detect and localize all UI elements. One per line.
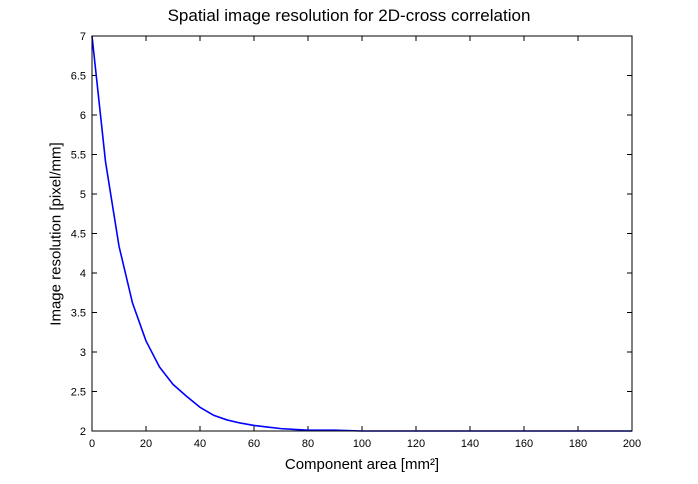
x-tick-label: 120 [407, 438, 425, 450]
y-tick-label: 2.5 [71, 387, 86, 399]
x-tick-label: 100 [353, 438, 371, 450]
y-tick-label: 3 [80, 347, 86, 359]
x-tick-label: 200 [623, 438, 641, 450]
plot-frame [91, 35, 633, 432]
x-tick-label: 40 [194, 438, 206, 450]
y-tick-label: 5 [80, 189, 86, 201]
x-tick-label: 80 [302, 438, 314, 450]
y-tick-label: 4 [80, 268, 86, 280]
y-tick-label: 3.5 [71, 308, 86, 320]
x-tick-label: 20 [140, 438, 152, 450]
y-tick-label: 6.5 [71, 71, 86, 83]
x-tick-label: 140 [461, 438, 479, 450]
y-tick-label: 4.5 [71, 229, 86, 241]
chart-title: Spatial image resolution for 2D-cross co… [167, 6, 531, 25]
y-tick-label: 5.5 [71, 150, 86, 162]
x-tick-label: 180 [569, 438, 587, 450]
x-tick-label: 160 [515, 438, 533, 450]
x-tick-label: 60 [248, 438, 260, 450]
plot-background [92, 36, 632, 431]
y-tick-label: 7 [80, 31, 86, 43]
x-tick-label: 0 [89, 438, 95, 450]
y-tick-label: 2 [80, 426, 86, 438]
y-tick-label: 6 [80, 110, 86, 122]
tick-labels: 0 20 40 60 80 100 120 140 160 180 200 2 2.5 3 3.5 4 4.5 5… [71, 31, 641, 450]
y-axis-label: Image resolution [pixel/mm] [47, 142, 65, 326]
x-axis-label: Component area [mm²] [284, 456, 440, 473]
